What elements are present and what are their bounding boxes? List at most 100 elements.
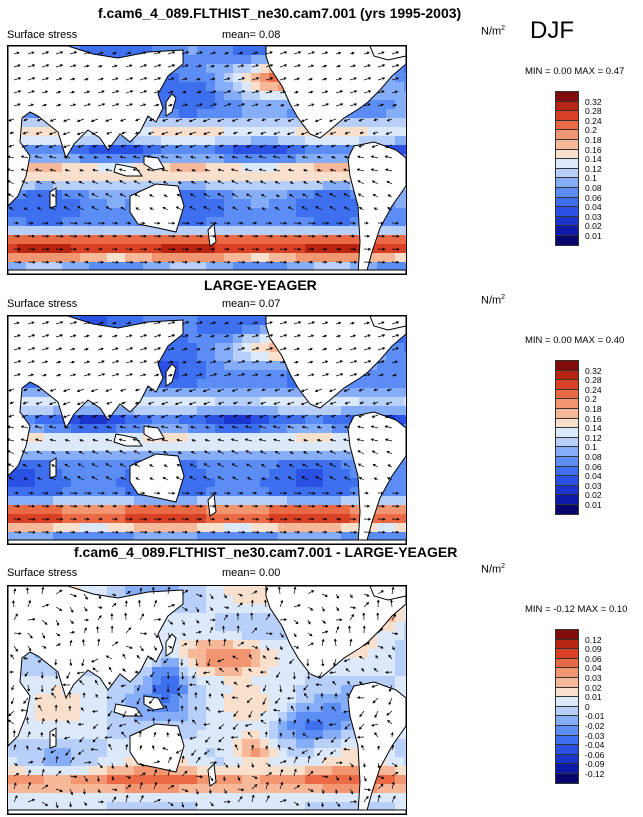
- field-cell: [53, 235, 63, 245]
- field-cell: [269, 460, 279, 470]
- panel2-units: N/m2: [481, 294, 506, 307]
- field-cell: [404, 604, 406, 614]
- vector-head: [315, 463, 319, 467]
- field-cell: [215, 406, 225, 416]
- field-cell: [197, 658, 207, 668]
- field-cell: [80, 694, 90, 704]
- vector-head: [88, 221, 92, 225]
- vector-head: [76, 132, 81, 136]
- field-cell: [332, 190, 342, 200]
- field-cell: [107, 262, 117, 272]
- vector-head: [74, 504, 78, 508]
- vector-head: [231, 450, 235, 454]
- field-cell: [341, 469, 351, 479]
- field-cell: [26, 649, 36, 659]
- field-cell: [359, 658, 369, 668]
- vector-head: [300, 402, 304, 406]
- vector-head: [204, 168, 208, 172]
- field-cell: [287, 415, 297, 425]
- field-cell: [62, 703, 72, 713]
- field-cell: [116, 523, 126, 533]
- vector-head: [101, 90, 105, 94]
- field-cell: [386, 100, 396, 110]
- field-cell: [152, 397, 162, 407]
- field-cell: [152, 172, 162, 182]
- vector-head: [382, 260, 386, 264]
- field-cell: [233, 442, 243, 452]
- field-cell: [62, 424, 72, 434]
- vector-head: [185, 334, 189, 338]
- vector-head: [51, 451, 55, 455]
- field-cell: [260, 676, 270, 686]
- vector-head: [93, 156, 97, 160]
- field-cell: [143, 712, 153, 722]
- vector-head: [370, 425, 374, 429]
- vector-head: [71, 90, 75, 94]
- field-cell: [197, 460, 207, 470]
- vector-head: [8, 425, 11, 429]
- vector-head: [59, 77, 63, 81]
- field-cell: [305, 190, 315, 200]
- field-cell: [26, 712, 36, 722]
- field-cell: [377, 631, 387, 641]
- field-cell: [170, 505, 180, 515]
- field-cell: [224, 460, 234, 470]
- field-cell: [377, 109, 387, 119]
- vector-head: [213, 90, 217, 94]
- field-cell: [332, 145, 342, 155]
- colorbar-label: 0.03: [585, 480, 602, 491]
- field-cell: [314, 145, 324, 155]
- field-cell: [116, 586, 126, 596]
- field-cell: [179, 370, 189, 380]
- field-cell: [161, 505, 171, 515]
- field-cell: [224, 523, 234, 533]
- field-cell: [395, 658, 405, 668]
- field-cell: [323, 145, 333, 155]
- field-cell: [17, 505, 27, 515]
- field-cell: [242, 649, 252, 659]
- field-cell: [278, 361, 288, 371]
- field-cell: [305, 460, 315, 470]
- field-cell: [206, 91, 216, 101]
- vector-head: [352, 491, 356, 495]
- vector-head: [272, 145, 277, 149]
- field-cell: [107, 487, 117, 497]
- field-cell: [278, 496, 288, 506]
- field-cell: [53, 145, 63, 155]
- vector-head: [128, 51, 132, 55]
- field-cell: [179, 172, 189, 182]
- vector-head: [114, 234, 117, 238]
- field-cell: [224, 352, 234, 362]
- vector-head: [329, 450, 333, 454]
- field-cell: [242, 640, 252, 650]
- vector-head: [323, 64, 328, 68]
- field-cell: [170, 406, 180, 416]
- field-cell: [197, 586, 207, 596]
- field-cell: [17, 523, 27, 533]
- field-cell: [395, 397, 405, 407]
- vector-head: [105, 463, 109, 467]
- field-cell: [260, 82, 270, 92]
- vector-head: [30, 221, 34, 225]
- field-cell: [71, 181, 81, 191]
- field-cell: [332, 415, 342, 425]
- vector-head: [20, 168, 24, 172]
- vector-head: [316, 168, 320, 172]
- field-cell: [125, 181, 135, 191]
- field-cell: [251, 622, 261, 632]
- coastline: [113, 433, 143, 447]
- vector-head: [45, 221, 49, 225]
- field-cell: [98, 424, 108, 434]
- vector-head: [260, 464, 265, 467]
- field-cell: [323, 244, 333, 254]
- field-cell: [26, 685, 36, 695]
- field-cell: [179, 163, 189, 173]
- field-cell: [224, 334, 234, 344]
- field-cell: [161, 235, 171, 245]
- vector-head: [217, 476, 221, 480]
- field-cell: [269, 145, 279, 155]
- field-cell: [332, 523, 342, 533]
- field-cell: [161, 703, 171, 713]
- field-cell: [35, 154, 45, 164]
- field-cell: [188, 172, 198, 182]
